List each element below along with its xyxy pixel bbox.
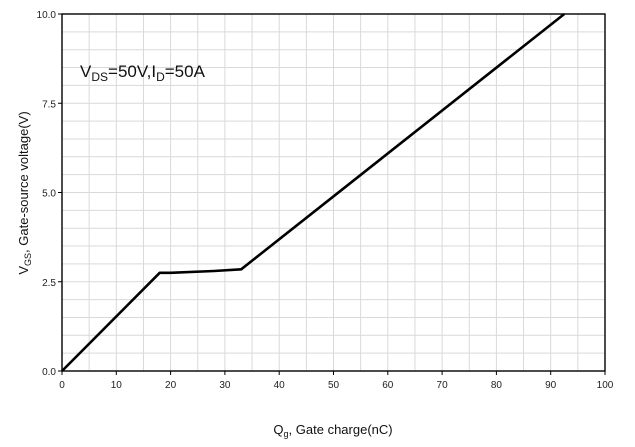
x-tick-label: 70: [437, 380, 449, 391]
y-tick-label: 0.0: [42, 367, 56, 378]
x-tick-label: 40: [274, 380, 286, 391]
x-tick-label: 80: [491, 380, 503, 391]
y-tick-label: 2.5: [42, 278, 56, 289]
y-axis-label: VGS, Gate-source voltage(V): [16, 111, 33, 274]
x-axis-ticks: 0 10 20 30 40 50 60 70 80 90 100: [59, 371, 614, 391]
grid: [62, 14, 605, 371]
y-tick-label: 10.0: [37, 10, 57, 21]
y-tick-label: 5.0: [42, 189, 56, 200]
x-axis-label: Qg, Gate charge(nC): [273, 422, 392, 439]
x-tick-label: 20: [165, 380, 177, 391]
x-tick-label: 0: [59, 380, 65, 391]
x-tick-label: 50: [328, 380, 340, 391]
x-tick-label: 100: [597, 380, 614, 391]
series-line: [61, 12, 566, 372]
x-tick-label: 90: [545, 380, 557, 391]
x-tick-label: 30: [219, 380, 231, 391]
y-axis-ticks: 0.0 2.5 5.0 7.5 10.0: [37, 10, 62, 378]
x-tick-label: 60: [382, 380, 394, 391]
x-tick-label: 10: [111, 380, 123, 391]
plot-frame: [61, 13, 606, 372]
test-condition-annotation: VDS=50V,ID=50A: [80, 62, 206, 84]
y-tick-label: 7.5: [42, 99, 56, 110]
